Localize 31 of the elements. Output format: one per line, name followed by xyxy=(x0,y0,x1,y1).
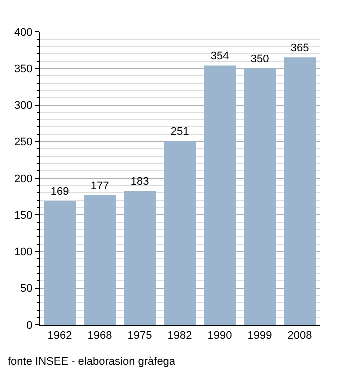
y-tick-label: 400 xyxy=(14,26,33,39)
data-label: 183 xyxy=(130,176,150,188)
x-tick-label: 1962 xyxy=(48,330,72,342)
bar xyxy=(84,195,116,325)
y-tick-label: 150 xyxy=(14,210,33,222)
x-tick-label: 1999 xyxy=(248,330,272,342)
x-tick-label: 2008 xyxy=(288,330,312,342)
y-tick-label: 100 xyxy=(14,246,33,259)
y-tick-label: 350 xyxy=(14,63,33,76)
x-tick-label: 1968 xyxy=(88,330,112,342)
data-label: 169 xyxy=(50,186,70,198)
bar xyxy=(44,201,76,325)
x-tick-label: 1990 xyxy=(208,330,232,342)
data-label: 251 xyxy=(170,126,190,138)
x-tick-label: 1982 xyxy=(168,330,192,342)
y-tick-label: 0 xyxy=(26,320,33,332)
x-tick-label: 1975 xyxy=(128,330,152,342)
data-label: 354 xyxy=(210,50,230,63)
bar xyxy=(164,141,196,325)
bar xyxy=(124,190,156,325)
source-note: fonte INSEE - elaborasion gràfega xyxy=(8,356,176,368)
data-label: 177 xyxy=(90,180,110,192)
y-tick-label: 250 xyxy=(14,136,33,149)
y-tick-label: 300 xyxy=(14,100,33,112)
data-label: 365 xyxy=(290,42,310,55)
bar xyxy=(204,66,236,325)
data-label: 350 xyxy=(250,54,270,66)
bar xyxy=(284,58,316,325)
y-tick-label: 50 xyxy=(20,283,33,296)
y-tick-label: 200 xyxy=(14,173,33,186)
bar xyxy=(244,68,276,325)
